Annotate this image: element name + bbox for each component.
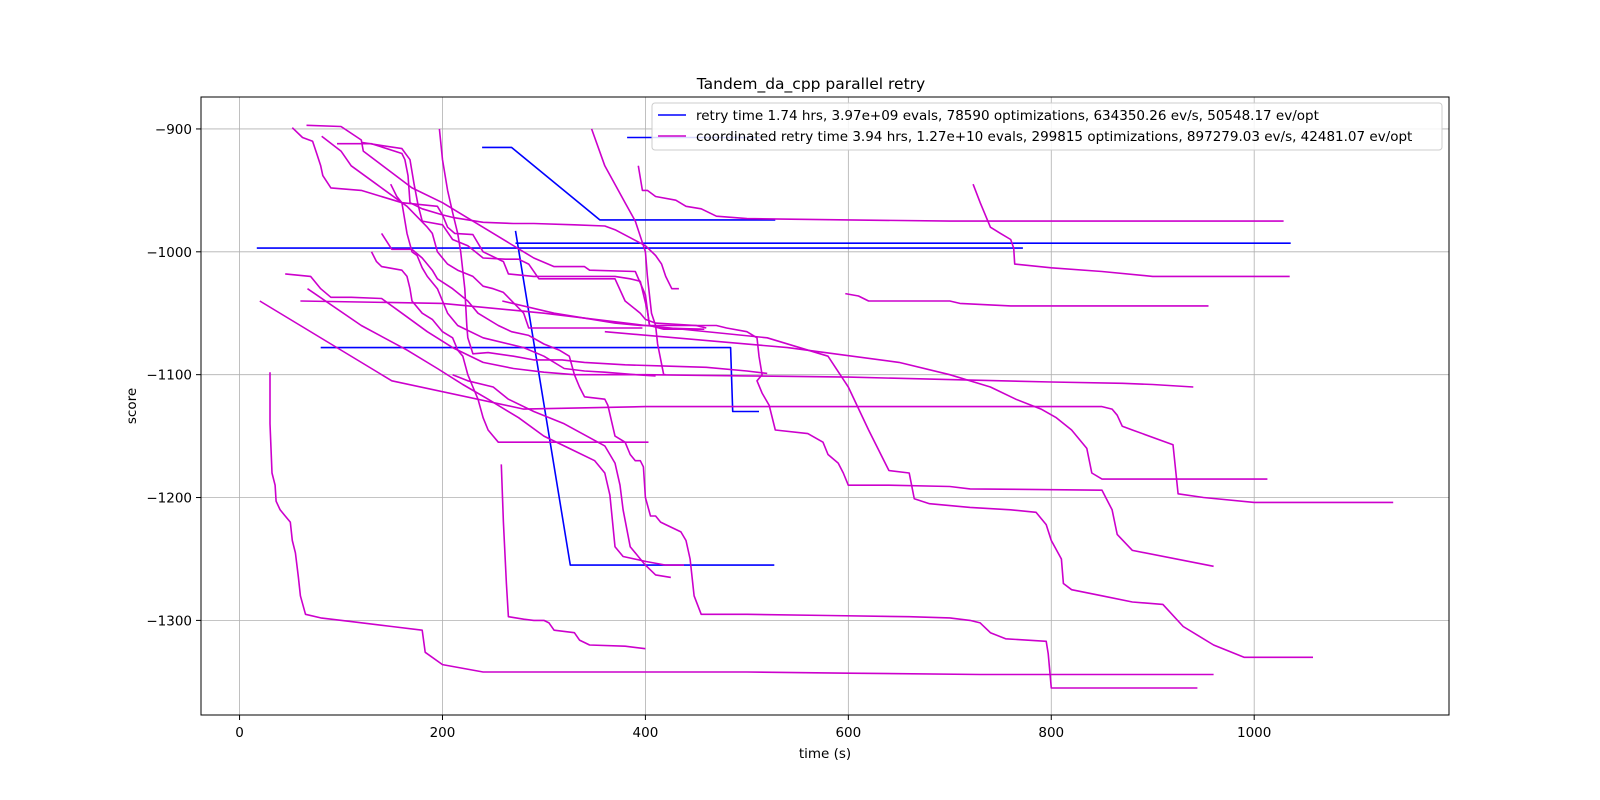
series-line-coordinated-13 — [438, 128, 768, 375]
series-line-coordinated-22 — [972, 183, 1290, 278]
series-line-coordinated-8 — [337, 142, 679, 290]
series-line-coordinated-14 — [380, 232, 1198, 689]
y-tick-label: −900 — [155, 122, 192, 138]
y-tick-label: −1200 — [146, 491, 192, 507]
x-axis-label: time (s) — [799, 746, 851, 762]
x-tick-label: 0 — [235, 725, 244, 741]
chart-title: Tandem_da_cpp parallel retry — [696, 75, 925, 94]
legend-label-retry: retry time 1.74 hrs, 3.97e+09 evals, 785… — [696, 108, 1319, 124]
series-line-coordinated-15 — [370, 251, 649, 443]
series-line-coordinated-27 — [500, 464, 646, 650]
series-line-coordinated-9 — [321, 135, 643, 329]
series-line-coordinated-20 — [259, 300, 1394, 504]
y-tick-label: −1000 — [146, 245, 192, 261]
series-line-coordinated-23 — [637, 165, 1284, 222]
legend: retry time 1.74 hrs, 3.97e+09 evals, 785… — [651, 102, 1443, 151]
series-line-coordinated-25 — [845, 292, 1209, 307]
y-axis: −900 −1000 −1100 −1200 −1300 — [146, 122, 201, 629]
x-tick-label: 400 — [633, 725, 659, 741]
x-tick-label: 1000 — [1237, 725, 1271, 741]
x-tick-label: 600 — [835, 725, 861, 741]
series-line-coordinated-21 — [604, 330, 1268, 480]
series-line-retry-5 — [514, 230, 775, 566]
series-line-coordinated-7 — [291, 127, 705, 330]
series-line-coordinated-26 — [269, 372, 1214, 676]
y-tick-label: −1300 — [146, 613, 192, 629]
x-tick-label: 200 — [430, 725, 456, 741]
axes-frame — [200, 96, 1450, 716]
x-axis: 0 200 400 600 800 1000 — [235, 715, 1271, 741]
legend-label-coordinated: coordinated retry time 3.94 hrs, 1.27e+1… — [696, 129, 1412, 145]
series-line-coordinated-19 — [300, 300, 1313, 659]
y-axis-label: score — [124, 388, 140, 424]
series-line-coordinated-24 — [590, 128, 666, 376]
series-line-coordinated-10 — [362, 141, 707, 329]
series-line-coordinated-11 — [389, 183, 656, 377]
series-line-coordinated-17 — [285, 273, 1194, 388]
series-line-coordinated-12 — [452, 373, 671, 579]
plot-area — [256, 124, 1394, 689]
series-line-coordinated-18 — [502, 300, 1214, 568]
x-tick-label: 800 — [1038, 725, 1064, 741]
y-tick-label: −1100 — [146, 368, 192, 384]
series-line-coordinated-16 — [307, 288, 684, 566]
legend-box — [651, 102, 1443, 151]
series-line-retry-0 — [482, 146, 776, 221]
series-group — [256, 124, 1394, 689]
